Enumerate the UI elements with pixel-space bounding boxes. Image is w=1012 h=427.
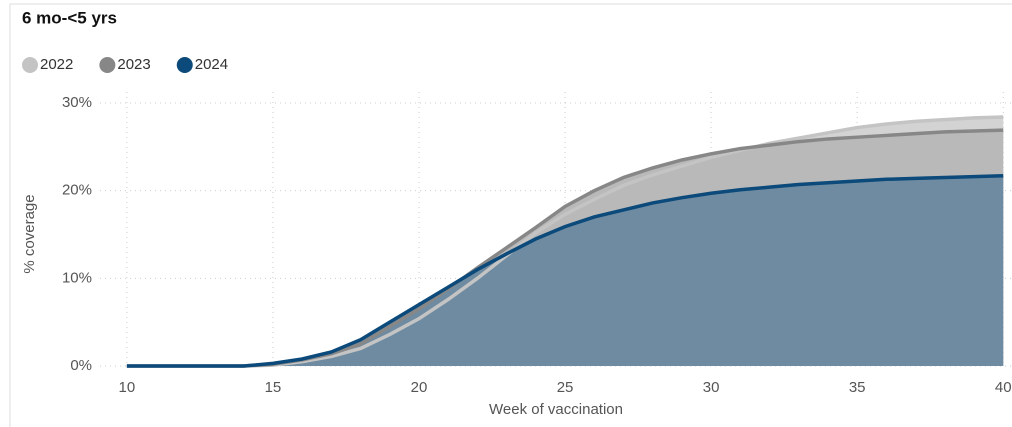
x-tick-label: 25 <box>557 379 574 396</box>
x-tick-label: 35 <box>849 379 866 396</box>
x-tick-label: 40 <box>995 379 1012 396</box>
x-tick-label: 20 <box>411 379 428 396</box>
x-tick-label: 30 <box>703 379 720 396</box>
area <box>126 175 1004 366</box>
x-axis-label: Week of vaccination <box>489 401 623 418</box>
legend-label: 2022 <box>40 56 73 73</box>
line <box>126 174 1004 368</box>
y-tick-label: 20% <box>62 182 92 199</box>
legend-label: 2023 <box>117 56 150 73</box>
x-tick-label: 15 <box>265 379 282 396</box>
legend-swatch <box>22 57 38 73</box>
y-tick-label: 10% <box>62 269 92 286</box>
y-tick-label: 0% <box>70 357 92 374</box>
y-axis-label: % coverage <box>21 194 38 273</box>
legend-label: 2024 <box>195 56 228 73</box>
y-tick-label: 30% <box>62 94 92 111</box>
legend-swatch <box>176 57 193 73</box>
legend-swatch <box>99 57 116 73</box>
chart-title: 6 mo-<5 yrs <box>22 8 117 27</box>
x-tick-label: 10 <box>119 379 136 396</box>
